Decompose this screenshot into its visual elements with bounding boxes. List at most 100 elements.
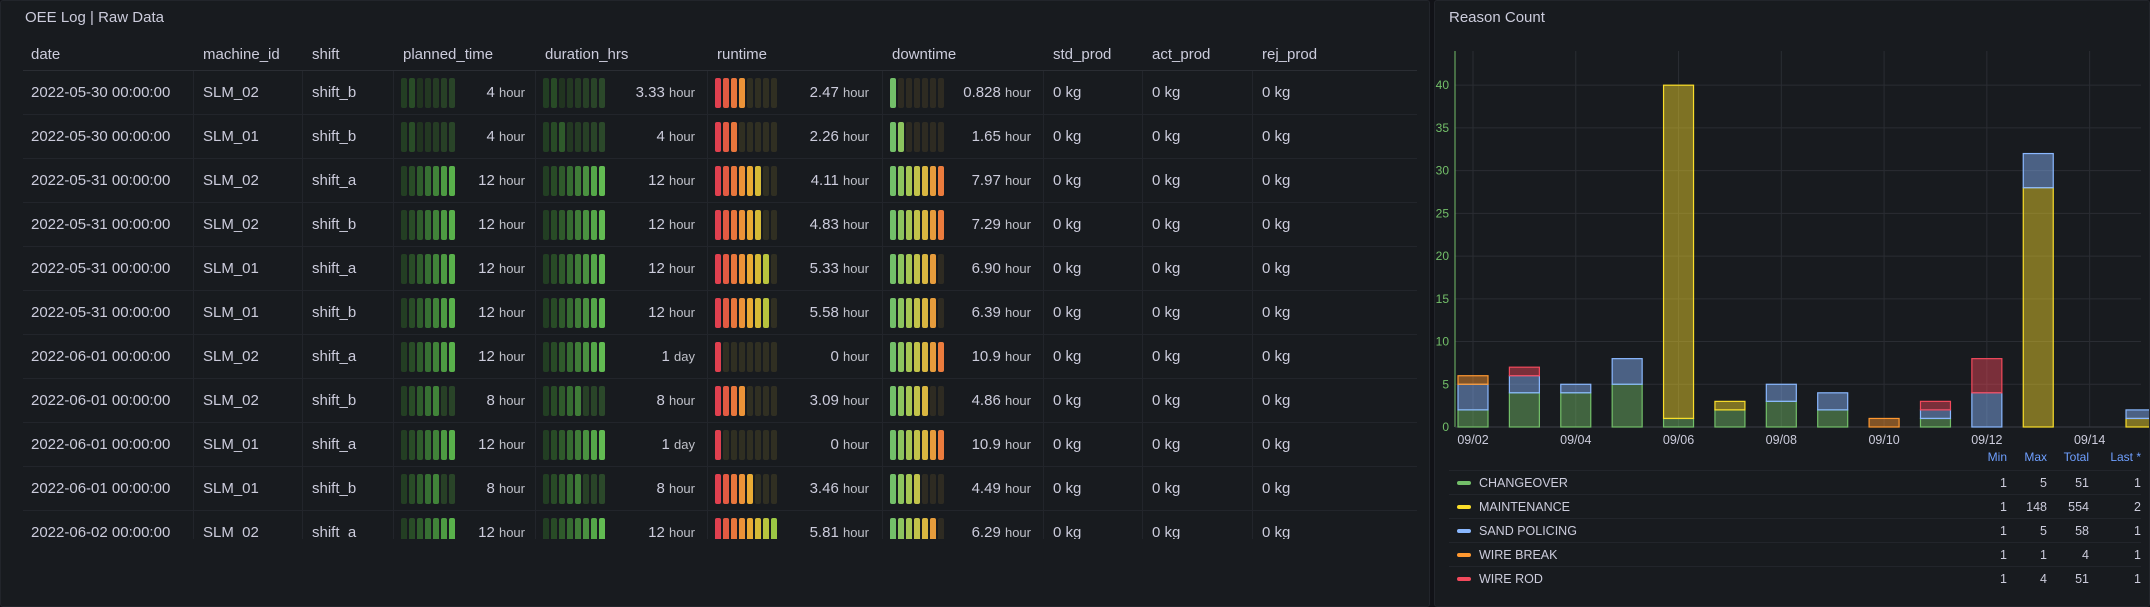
column-divider [1142, 115, 1143, 158]
legend-item[interactable]: MAINTENANCE 1 148 554 2 [1449, 494, 2141, 518]
cell-shift: shift_b [312, 216, 357, 233]
gauge-segment [930, 78, 936, 108]
gauge-segment [739, 430, 745, 460]
column-header-downtime[interactable]: downtime [892, 46, 957, 63]
gauge-segment [890, 254, 896, 284]
value-unit: hour [842, 85, 869, 100]
column-header-duration-hrs[interactable]: duration_hrs [545, 46, 629, 63]
legend-header-min[interactable]: Min [1987, 450, 2007, 464]
legend-header-max[interactable]: Max [2024, 450, 2047, 464]
legend-total-value: 554 [2068, 500, 2089, 514]
table-row[interactable]: 2022-05-30 00:00:00 SLM_01 shift_b 4 hour 4 … [23, 115, 1417, 159]
legend-header-total[interactable]: Total [2063, 450, 2089, 464]
column-divider [393, 71, 394, 114]
gauge-segment [731, 518, 737, 539]
cell-rej-prod: 0 kg [1262, 84, 1291, 101]
legend-item[interactable]: CHANGEOVER 1 5 51 1 [1449, 470, 2141, 494]
table-header: date machine_id shift planned_time duration_… [23, 41, 1417, 71]
column-divider [393, 335, 394, 378]
cell-date: 2022-05-30 00:00:00 [31, 128, 171, 145]
planned-time-gauge [401, 122, 455, 152]
column-header-act-prod[interactable]: act_prod [1152, 46, 1211, 63]
gauge-segment [449, 430, 455, 460]
gauge-segment [898, 298, 904, 328]
gauge-segment [747, 474, 753, 504]
gauge-segment [723, 386, 729, 416]
value-number: 4 [486, 128, 495, 145]
cell-std-prod: 0 kg [1053, 216, 1082, 233]
gauge-segment [930, 386, 936, 416]
value-number: 5.81 [809, 524, 839, 539]
panel-title[interactable]: OEE Log | Raw Data [25, 9, 164, 26]
legend-header-last[interactable]: Last * [2110, 450, 2141, 464]
cell-act-prod: 0 kg [1152, 172, 1181, 189]
legend-min-value: 1 [2000, 548, 2007, 562]
gauge-segment [551, 342, 557, 372]
column-header-date[interactable]: date [31, 46, 61, 63]
reason-count-panel: Reason Count 0 5 10 15 20 25 30 35 40 09/02 09/04 0… [1434, 0, 2150, 607]
gauge-segment [417, 342, 423, 372]
gauge-segment [890, 386, 896, 416]
gauge-segment [559, 430, 565, 460]
gauge-segment [401, 430, 407, 460]
table-row[interactable]: 2022-05-31 00:00:00 SLM_01 shift_a 12 hour 1… [23, 247, 1417, 291]
table-row[interactable]: 2022-06-01 00:00:00 SLM_02 shift_b 8 hour 8 … [23, 379, 1417, 423]
value-unit: hour [498, 437, 525, 452]
gauge-segment [591, 254, 597, 284]
gauge-segment [731, 166, 737, 196]
legend-item[interactable]: SAND POLICING 1 5 58 1 [1449, 518, 2141, 542]
column-header-planned-time[interactable]: planned_time [403, 46, 494, 63]
gauge-segment [417, 386, 423, 416]
gauge-segment [755, 78, 761, 108]
column-header-shift[interactable]: shift [312, 46, 340, 63]
table-row[interactable]: 2022-05-31 00:00:00 SLM_02 shift_a 12 hour 1… [23, 159, 1417, 203]
gauge-segment [715, 78, 721, 108]
column-header-rej-prod[interactable]: rej_prod [1262, 46, 1318, 63]
table-row[interactable]: 2022-05-31 00:00:00 SLM_02 shift_b 12 hour 1… [23, 203, 1417, 247]
value-number: 0 [830, 436, 839, 453]
table-row[interactable]: 2022-05-31 00:00:00 SLM_01 shift_b 12 hour 1… [23, 291, 1417, 335]
column-divider [193, 379, 194, 422]
column-divider [1043, 335, 1044, 378]
value-number: 4 [486, 84, 495, 101]
column-divider [882, 159, 883, 202]
gauge-segment [441, 78, 447, 108]
legend-item[interactable]: WIRE BREAK 1 1 4 1 [1449, 542, 2141, 566]
table-row[interactable]: 2022-06-02 00:00:00 SLM_02 shift_a 12 hour 1… [23, 511, 1417, 539]
column-divider [707, 71, 708, 114]
gauge-segment [890, 298, 896, 328]
downtime-value: 7.29 hour [884, 203, 1031, 247]
column-header-runtime[interactable]: runtime [717, 46, 768, 63]
gauge-segment [922, 166, 928, 196]
table-body[interactable]: 2022-05-30 00:00:00 SLM_02 shift_b 4 hour 3.… [23, 71, 1417, 539]
column-divider [1043, 423, 1044, 466]
reason-count-chart[interactable]: 0 5 10 15 20 25 30 35 40 09/02 09/04 09/06 09/08 09/1… [1435, 1, 2150, 446]
gauge-segment [583, 166, 589, 196]
gauge-segment [890, 430, 896, 460]
gauge-segment [417, 122, 423, 152]
table-row[interactable]: 2022-06-01 00:00:00 SLM_01 shift_b 8 hour 8 … [23, 467, 1417, 511]
value-number: 10.9 [971, 348, 1001, 365]
gauge-segment [583, 78, 589, 108]
value-number: 2.47 [809, 84, 839, 101]
duration-hrs-gauge [543, 78, 605, 108]
table-row[interactable]: 2022-06-01 00:00:00 SLM_02 shift_a 12 hour 1… [23, 335, 1417, 379]
gauge-segment [890, 210, 896, 240]
column-header-std-prod[interactable]: std_prod [1053, 46, 1112, 63]
panel-title[interactable]: Reason Count [1449, 9, 1545, 26]
legend-item[interactable]: WIRE ROD 1 4 51 1 [1449, 566, 2141, 590]
value-unit: hour [1004, 173, 1031, 188]
cell-date: 2022-06-01 00:00:00 [31, 436, 171, 453]
column-divider [302, 379, 303, 422]
table-row[interactable]: 2022-05-30 00:00:00 SLM_02 shift_b 4 hour 3.… [23, 71, 1417, 115]
value-unit: hour [842, 393, 869, 408]
gauge-segment [543, 386, 549, 416]
column-header-machine-id[interactable]: machine_id [203, 46, 280, 63]
column-divider [193, 71, 194, 114]
cell-shift: shift_a [312, 260, 357, 277]
column-divider [1252, 159, 1253, 202]
gauge-segment [583, 386, 589, 416]
table-row[interactable]: 2022-06-01 00:00:00 SLM_01 shift_a 12 hour 1… [23, 423, 1417, 467]
bar-segment-sand-policing [1457, 383, 1489, 411]
downtime-value: 4.86 hour [884, 379, 1031, 423]
